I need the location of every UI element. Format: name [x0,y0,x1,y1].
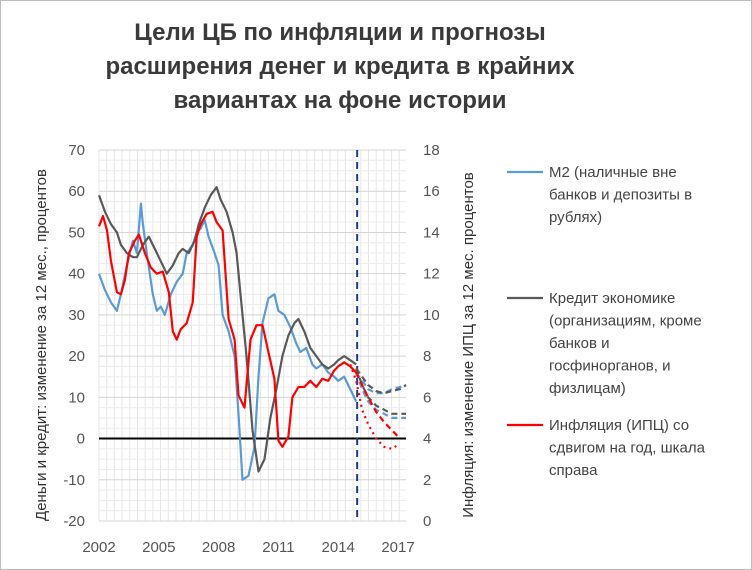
series-lines [97,186,358,481]
y-tick-left: 50 [68,224,85,241]
series-line [97,210,357,448]
y-axis-right-title: Инфляция: изменение ИПЦ за 12 мес. проце… [460,172,477,518]
y-tick-left: 30 [68,307,85,324]
series-line [97,186,357,473]
y-tick-left: -20 [63,513,85,530]
y-tick-right: 10 [423,307,440,324]
y-axis-left-title: Деньги и кредит: изменение за 12 мес., п… [33,169,50,521]
x-tick: 2002 [82,539,115,556]
y-tick-left: 60 [68,183,85,200]
x-tick: 2005 [142,539,175,556]
axes [99,150,406,521]
tick-labels: -20 -10 0 10 20 30 40 50 60 70 0 2 4 6 8 10 12 14 16 18 2002… [63,142,439,556]
y-tick-right: 16 [423,183,440,200]
x-tick: 2008 [202,539,235,556]
chart-title: Цели ЦБ по инфляции и прогнозы расширени… [105,19,575,114]
y-tick-left: 0 [77,431,85,448]
y-tick-left: -10 [63,472,85,489]
y-tick-left: 70 [68,142,85,159]
forecast-line [355,372,401,440]
y-tick-right: 12 [423,266,440,283]
y-tick-right: 14 [423,224,440,241]
forecast-line [355,367,407,395]
legend: M2 (наличные вне банков и депозиты в рубля… [507,164,706,479]
y-tick-right: 4 [423,431,431,448]
legend-label: M2 (наличные вне банков и депозиты в рубля… [549,164,692,226]
y-tick-right: 6 [423,389,431,406]
y-tick-left: 20 [68,348,85,365]
y-tick-left: 10 [68,389,85,406]
y-tick-right: 18 [423,142,440,159]
series-line [97,202,358,481]
y-tick-left: 40 [68,266,85,283]
x-tick: 2014 [322,539,355,556]
y-tick-right: 8 [423,348,431,365]
legend-label: Инфляция (ИПЦ) со сдвигом на год, шкала сп… [549,417,706,479]
forecast-lines [349,364,407,451]
x-tick: 2017 [381,539,414,556]
x-tick: 2011 [262,539,294,556]
forecast-line [349,364,399,451]
y-tick-right: 0 [423,513,431,530]
y-tick-right: 2 [423,472,431,489]
legend-label: Кредит экономике (организациям, кроме банк… [549,290,702,397]
